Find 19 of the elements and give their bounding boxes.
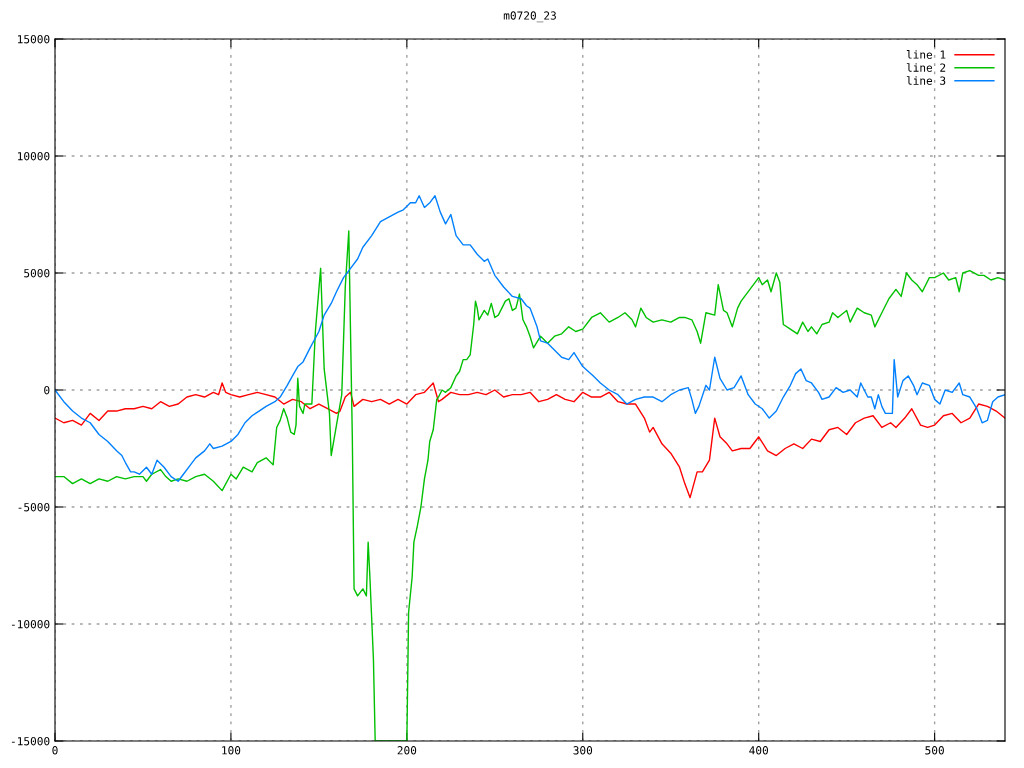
legend-label: line 1 <box>906 50 946 59</box>
chart-title: m0720_23 <box>503 11 556 23</box>
line-series <box>55 382 1005 499</box>
y-tick-label: 15000 <box>18 35 50 44</box>
y-tick-label: -15000 <box>11 737 50 746</box>
x-tick-label: 500 <box>925 746 944 755</box>
legend-label: line 3 <box>906 76 946 85</box>
legend-label: line 2 <box>906 63 946 72</box>
line-series <box>55 195 1005 482</box>
x-tick-label: 200 <box>397 746 417 755</box>
y-tick-label: 0 <box>44 386 50 395</box>
y-tick-label: -5000 <box>18 503 50 512</box>
x-tick-label: 100 <box>222 746 241 755</box>
y-tick-label: 10000 <box>18 152 50 161</box>
y-tick-label: 5000 <box>24 269 50 278</box>
x-tick-label: 0 <box>52 746 58 755</box>
x-tick-label: 300 <box>573 746 593 755</box>
y-tick-label: -10000 <box>11 620 50 629</box>
x-tick-label: 400 <box>749 746 769 755</box>
